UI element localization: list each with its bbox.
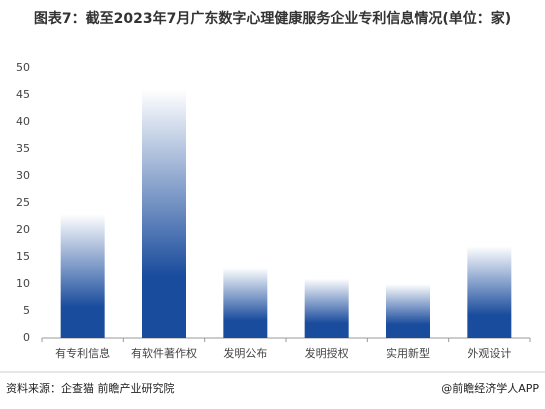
- x-tick-label: 有软件著作权: [131, 346, 197, 360]
- bar: [304, 278, 349, 338]
- x-tick-label: 有专利信息: [55, 346, 110, 360]
- bar: [223, 267, 268, 338]
- bar: [467, 246, 512, 338]
- source: 资料来源：企查猫 前瞻产业研究院: [6, 381, 175, 395]
- credit: @前瞻经济学人APP: [441, 381, 539, 395]
- y-tick-label: 10: [16, 277, 30, 290]
- y-tick-label: 40: [16, 115, 30, 128]
- y-tick-label: 35: [16, 142, 30, 155]
- y-tick-label: 45: [16, 88, 30, 101]
- bar: [60, 213, 105, 338]
- y-tick-label: 20: [16, 223, 30, 236]
- y-tick-label: 25: [16, 196, 30, 209]
- x-tick-label: 发明授权: [305, 346, 349, 360]
- y-tick-label: 15: [16, 250, 30, 263]
- x-tick-label: 外观设计: [467, 347, 511, 360]
- x-tick-label: 实用新型: [386, 346, 430, 360]
- y-tick-label: 0: [23, 331, 30, 344]
- y-tick-label: 5: [23, 304, 30, 317]
- x-tick-label: 发明公布: [223, 346, 267, 360]
- chart-title: 图表7：截至2023年7月广东数字心理健康服务企业专利信息情况(单位：家): [33, 11, 512, 27]
- y-tick-label: 50: [16, 61, 30, 74]
- y-tick-label: 30: [16, 169, 30, 182]
- bar: [142, 89, 186, 338]
- bar: [386, 284, 430, 338]
